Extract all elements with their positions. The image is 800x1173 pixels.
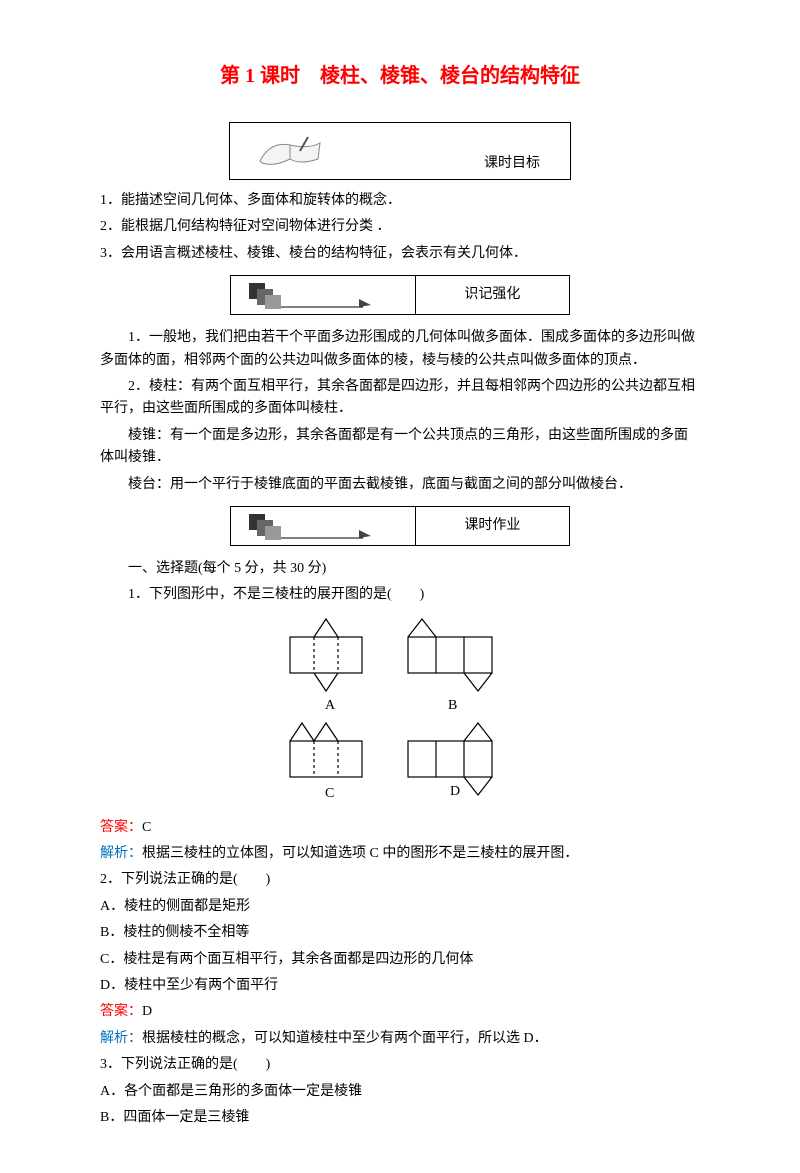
q3-stem: 3．下列说法正确的是( ) xyxy=(100,1054,700,1076)
analysis-label: 解析： xyxy=(100,1031,142,1046)
answer-label: 答案： xyxy=(100,1004,142,1019)
goals-banner: 课时目标 xyxy=(229,122,571,180)
q2-analysis-text: 根据棱柱的概念，可以知道棱柱中至少有两个面平行，所以选 D． xyxy=(142,1031,548,1046)
homework-label: 课时作业 xyxy=(416,506,570,546)
page-title: 第 1 课时 棱柱、棱锥、棱台的结构特征 xyxy=(100,60,700,92)
q2-opt-c: C．棱柱是有两个面互相平行，其余各面都是四边形的几何体 xyxy=(100,949,700,971)
q1-answer-value: C xyxy=(142,820,151,835)
q1-label-d: D xyxy=(450,784,460,799)
goal-2: 2．能根据几何结构特征对空间物体进行分类 ． xyxy=(100,216,700,238)
memory-text-1: 1．一般地，我们把由若干个平面多边形围成的几何体叫做多面体．围成多面体的多边形叫… xyxy=(100,327,700,372)
memory-text-3a: 棱锥：有一个面是多边形，其余各面都是有一个公共顶点的三角形，由这些面所围成的多面… xyxy=(100,425,700,470)
pencil-icon xyxy=(243,277,403,313)
q2-opt-b: B．棱柱的侧棱不全相等 xyxy=(100,922,700,944)
analysis-label: 解析： xyxy=(100,846,142,861)
q2-opt-a: A．棱柱的侧面都是矩形 xyxy=(100,896,700,918)
goals-label: 课时目标 xyxy=(484,153,540,175)
homework-banner: 课时作业 xyxy=(230,506,570,546)
q1-analysis: 解析：根据三棱柱的立体图，可以知道选项 C 中的图形不是三棱柱的展开图． xyxy=(100,843,700,865)
memory-banner: 识记强化 xyxy=(230,275,570,315)
book-icon xyxy=(250,131,330,171)
memory-label: 识记强化 xyxy=(416,275,570,315)
q1-label-a: A xyxy=(325,698,336,713)
q3-opt-a: A．各个面都是三角形的多面体一定是棱锥 xyxy=(100,1081,700,1103)
answer-label: 答案： xyxy=(100,820,142,835)
q2-answer: 答案：D xyxy=(100,1001,700,1023)
memory-text-3b: 棱台：用一个平行于棱锥底面的平面去截棱锥，底面与截面之间的部分叫做棱台． xyxy=(100,474,700,496)
goal-1: 1．能描述空间几何体、多面体和旋转体的概念． xyxy=(100,190,700,212)
q3-opt-b: B．四面体一定是三棱锥 xyxy=(100,1107,700,1129)
pencil-icon xyxy=(243,508,403,544)
goal-3: 3．会用语言概述棱柱、棱锥、棱台的结构特征，会表示有关几何体． xyxy=(100,243,700,265)
q2-answer-value: D xyxy=(142,1004,152,1019)
q2-opt-d: D．棱柱中至少有两个面平行 xyxy=(100,975,700,997)
q2-analysis: 解析：根据棱柱的概念，可以知道棱柱中至少有两个面平行，所以选 D． xyxy=(100,1028,700,1050)
q1-answer: 答案：C xyxy=(100,817,700,839)
q1-analysis-text: 根据三棱柱的立体图，可以知道选项 C 中的图形不是三棱柱的展开图． xyxy=(142,846,578,861)
memory-text-2: 2．棱柱：有两个面互相平行，其余各面都是四边形，并且每相邻两个四边形的公共边都互… xyxy=(100,376,700,421)
section1-header: 一、选择题(每个 5 分，共 30 分) xyxy=(100,558,700,580)
q1-label-c: C xyxy=(325,786,334,801)
q1-label-b: B xyxy=(448,698,457,713)
q2-stem: 2．下列说法正确的是( ) xyxy=(100,869,700,891)
q1-figure: A B C xyxy=(100,615,700,805)
q1-stem: 1．下列图形中，不是三棱柱的展开图的是( ) xyxy=(100,584,700,606)
